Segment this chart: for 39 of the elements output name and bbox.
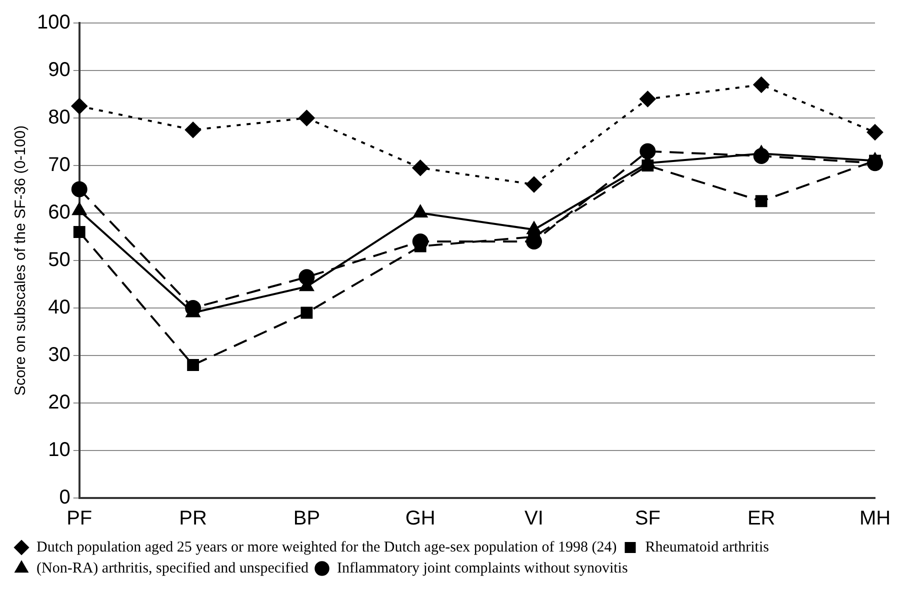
y-tick-label: 0 — [59, 486, 70, 509]
point — [642, 160, 654, 172]
point — [753, 76, 770, 93]
point — [185, 122, 202, 138]
y-tick-label: 100 — [36, 12, 70, 34]
point — [300, 306, 313, 319]
point — [755, 195, 768, 208]
y-tick-label: 20 — [48, 392, 70, 414]
point — [640, 91, 656, 107]
legend-label: Dutch population aged 25 years or more weighted for the Dutch age-sex population of 1998 (24) — [36, 539, 617, 556]
y-tick-label: 80 — [48, 106, 70, 129]
point — [640, 143, 656, 160]
point — [412, 160, 428, 176]
y-tick-label: 60 — [48, 202, 70, 224]
x-tick-label: GH — [405, 508, 436, 530]
x-tick-label: PR — [179, 508, 207, 530]
x-tick-label: SF — [634, 508, 660, 530]
x-tick-label: MH — [859, 508, 891, 530]
point — [71, 181, 88, 198]
point — [526, 176, 542, 192]
y-tick-label: 30 — [48, 344, 70, 366]
point — [298, 110, 315, 126]
y-tick-label: 90 — [48, 59, 70, 82]
legend-label: (Non-RA) arthritis, specified and unspecified — [36, 560, 309, 576]
y-tick-label: 10 — [48, 439, 70, 462]
legend-label: Inflammatory joint complaints without synovitis — [337, 560, 628, 576]
legend-label: Rheumatoid arthritis — [645, 539, 770, 556]
y-axis-title: Score on subscales of the SF-36 (0-100) — [12, 125, 30, 396]
y-tick-label: 50 — [48, 249, 70, 272]
x-tick-label: BP — [293, 508, 320, 530]
point — [73, 226, 86, 238]
point — [867, 124, 883, 140]
x-tick-label: PF — [66, 508, 92, 530]
y-tick-label: 40 — [48, 296, 70, 319]
x-tick-label: ER — [747, 508, 776, 530]
point — [71, 98, 88, 114]
y-tick-label: 70 — [48, 154, 70, 176]
point — [187, 359, 199, 371]
x-tick-label: VI — [524, 508, 544, 530]
